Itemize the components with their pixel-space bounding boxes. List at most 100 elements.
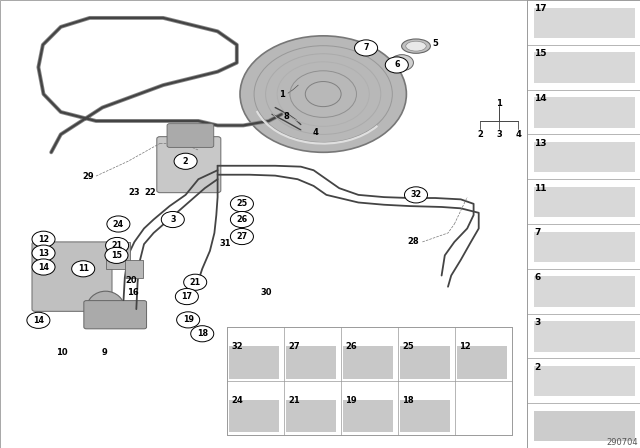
Text: 21: 21 <box>288 396 300 405</box>
Text: 5: 5 <box>432 39 438 47</box>
Text: 2: 2 <box>477 130 483 139</box>
Circle shape <box>32 245 55 261</box>
Text: 26: 26 <box>345 342 356 351</box>
Bar <box>343 346 393 379</box>
Bar <box>534 97 635 128</box>
Text: 3: 3 <box>534 318 541 327</box>
Text: 24: 24 <box>113 220 124 228</box>
Text: 7: 7 <box>534 228 541 237</box>
FancyBboxPatch shape <box>157 137 221 193</box>
Text: 12: 12 <box>459 342 470 351</box>
Text: 12: 12 <box>38 235 49 244</box>
Text: 29: 29 <box>83 172 94 181</box>
Bar <box>534 8 635 38</box>
Text: 10: 10 <box>56 348 67 357</box>
Text: 2: 2 <box>534 363 541 372</box>
Bar <box>534 276 635 307</box>
Circle shape <box>184 274 207 290</box>
Circle shape <box>161 211 184 228</box>
Text: 16: 16 <box>127 288 138 297</box>
Text: 1: 1 <box>278 90 285 99</box>
Text: 23: 23 <box>129 188 140 197</box>
Bar <box>229 346 279 379</box>
FancyBboxPatch shape <box>167 124 214 147</box>
Bar <box>534 187 635 217</box>
Text: 27: 27 <box>288 342 300 351</box>
Text: 15: 15 <box>534 49 547 58</box>
Text: 18: 18 <box>196 329 208 338</box>
Circle shape <box>355 40 378 56</box>
Circle shape <box>72 261 95 277</box>
Text: 14: 14 <box>534 94 547 103</box>
Text: 27: 27 <box>236 232 248 241</box>
Bar <box>527 0 640 448</box>
Text: 4: 4 <box>312 128 319 137</box>
Circle shape <box>230 228 253 245</box>
Text: 19: 19 <box>345 396 356 405</box>
Text: 24: 24 <box>231 396 243 405</box>
Text: 32: 32 <box>231 342 243 351</box>
Text: 3: 3 <box>170 215 175 224</box>
Text: 13: 13 <box>534 139 547 148</box>
Bar <box>534 321 635 352</box>
Circle shape <box>404 187 428 203</box>
Circle shape <box>240 36 406 152</box>
Text: 31: 31 <box>220 239 231 248</box>
Text: 21: 21 <box>111 241 123 250</box>
Text: 22: 22 <box>145 188 156 197</box>
Text: 17: 17 <box>534 4 547 13</box>
Text: 25: 25 <box>236 199 248 208</box>
Circle shape <box>105 247 128 263</box>
Text: 2: 2 <box>183 157 188 166</box>
Bar <box>534 52 635 83</box>
Text: 32: 32 <box>410 190 422 199</box>
Circle shape <box>107 216 130 232</box>
Circle shape <box>32 259 55 275</box>
Text: 7: 7 <box>364 43 369 52</box>
Ellipse shape <box>406 41 426 51</box>
Circle shape <box>27 312 50 328</box>
Text: 6: 6 <box>394 60 399 69</box>
Bar <box>457 346 507 379</box>
Text: 11: 11 <box>77 264 89 273</box>
Ellipse shape <box>402 39 431 53</box>
Bar <box>286 400 336 432</box>
Circle shape <box>191 326 214 342</box>
Circle shape <box>177 312 200 328</box>
Bar <box>125 260 143 278</box>
Text: 25: 25 <box>402 342 413 351</box>
FancyBboxPatch shape <box>32 242 112 311</box>
Text: 14: 14 <box>38 263 49 271</box>
Text: 15: 15 <box>111 251 122 260</box>
Text: 18: 18 <box>402 396 413 405</box>
Circle shape <box>385 57 408 73</box>
Bar <box>400 346 450 379</box>
Bar <box>534 411 635 441</box>
Text: 28: 28 <box>407 237 419 246</box>
Bar <box>227 327 512 435</box>
Bar <box>286 346 336 379</box>
FancyBboxPatch shape <box>84 301 147 329</box>
Text: 13: 13 <box>38 249 49 258</box>
Bar <box>400 400 450 432</box>
Text: 30: 30 <box>260 288 272 297</box>
Circle shape <box>106 237 129 254</box>
Text: 8: 8 <box>284 112 289 121</box>
Text: 11: 11 <box>534 184 547 193</box>
Circle shape <box>390 55 413 71</box>
Text: 21: 21 <box>189 278 201 287</box>
Text: 4: 4 <box>515 130 522 139</box>
Bar <box>106 242 130 269</box>
Ellipse shape <box>86 291 125 327</box>
Text: 9: 9 <box>102 348 107 357</box>
Bar <box>229 400 279 432</box>
Circle shape <box>175 289 198 305</box>
Text: 14: 14 <box>33 316 44 325</box>
Circle shape <box>174 153 197 169</box>
Bar <box>534 232 635 262</box>
Bar <box>534 142 635 172</box>
Text: 1: 1 <box>496 99 502 108</box>
Text: 19: 19 <box>182 315 194 324</box>
Text: 6: 6 <box>534 273 541 282</box>
Text: 20: 20 <box>125 276 137 285</box>
